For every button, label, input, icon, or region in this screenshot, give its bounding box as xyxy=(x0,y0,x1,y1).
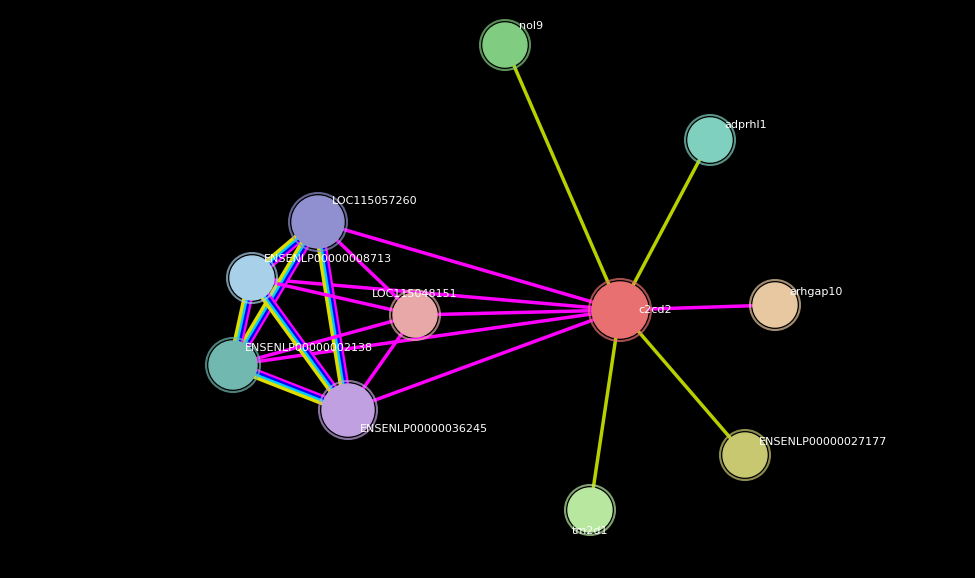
Text: adprhl1: adprhl1 xyxy=(724,120,766,130)
Circle shape xyxy=(230,256,274,300)
Circle shape xyxy=(592,282,648,338)
Text: tm2d1: tm2d1 xyxy=(571,526,608,536)
Text: c2cd2: c2cd2 xyxy=(638,305,672,315)
Circle shape xyxy=(292,196,344,248)
Text: LOC115057260: LOC115057260 xyxy=(332,196,417,206)
Text: ENSENLP00000002138: ENSENLP00000002138 xyxy=(245,343,373,353)
Circle shape xyxy=(753,283,797,327)
Circle shape xyxy=(322,384,374,436)
Text: ENSENLP00000027177: ENSENLP00000027177 xyxy=(759,437,887,447)
Text: nol9: nol9 xyxy=(519,21,543,31)
Circle shape xyxy=(688,118,732,162)
Circle shape xyxy=(723,433,767,477)
Circle shape xyxy=(393,293,437,337)
Circle shape xyxy=(209,341,257,389)
Circle shape xyxy=(568,488,612,532)
Text: arhgap10: arhgap10 xyxy=(789,287,842,297)
Text: LOC115048151: LOC115048151 xyxy=(372,289,458,299)
Text: ENSENLP00000036245: ENSENLP00000036245 xyxy=(360,424,488,434)
Circle shape xyxy=(483,23,527,67)
Text: ENSENLP00000008713: ENSENLP00000008713 xyxy=(264,254,392,264)
